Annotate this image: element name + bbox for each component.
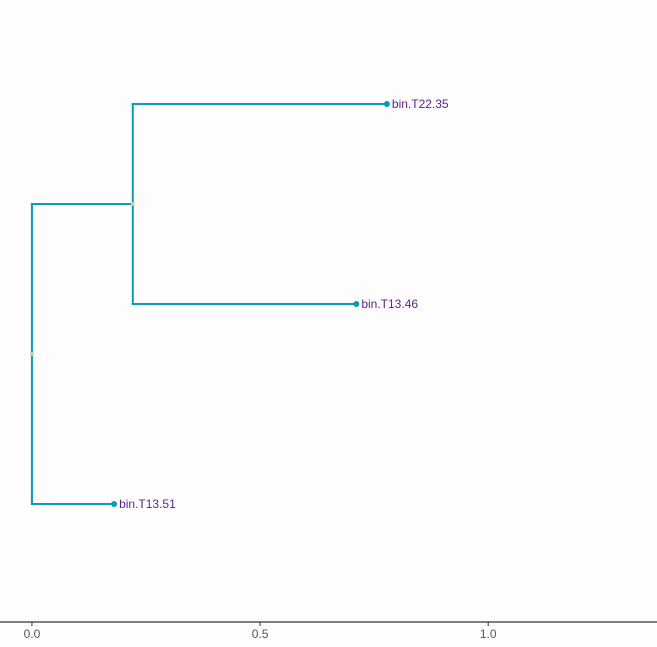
tip-label: bin.T13.46 <box>361 297 418 311</box>
internal-node <box>130 202 135 206</box>
x-tick-label: 0.0 <box>24 627 41 641</box>
tip-point <box>383 101 390 107</box>
internal-node <box>29 352 34 356</box>
x-tick-label: 1.0 <box>480 627 497 641</box>
x-tick-label: 0.5 <box>252 627 269 641</box>
tip-label: bin.T13.51 <box>119 497 176 511</box>
tip-point <box>353 301 360 307</box>
tip-label: bin.T22.35 <box>392 97 449 111</box>
tip-point <box>111 501 118 507</box>
